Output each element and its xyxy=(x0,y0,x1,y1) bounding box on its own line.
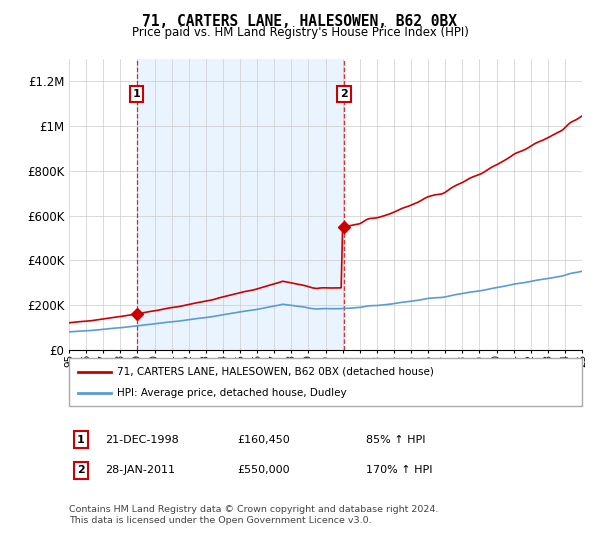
Text: 170% ↑ HPI: 170% ↑ HPI xyxy=(366,465,433,475)
Text: Price paid vs. HM Land Registry's House Price Index (HPI): Price paid vs. HM Land Registry's House … xyxy=(131,26,469,39)
Text: £160,450: £160,450 xyxy=(237,435,290,445)
Text: 1: 1 xyxy=(77,435,85,445)
Text: 71, CARTERS LANE, HALESOWEN, B62 0BX (detached house): 71, CARTERS LANE, HALESOWEN, B62 0BX (de… xyxy=(117,367,434,377)
Text: £550,000: £550,000 xyxy=(237,465,290,475)
Text: 71, CARTERS LANE, HALESOWEN, B62 0BX: 71, CARTERS LANE, HALESOWEN, B62 0BX xyxy=(143,14,458,29)
Text: 85% ↑ HPI: 85% ↑ HPI xyxy=(366,435,425,445)
Text: 2: 2 xyxy=(340,88,348,99)
Bar xyxy=(137,59,344,350)
Text: 21-DEC-1998: 21-DEC-1998 xyxy=(105,435,179,445)
Text: 2: 2 xyxy=(77,465,85,475)
Text: Contains HM Land Registry data © Crown copyright and database right 2024.
This d: Contains HM Land Registry data © Crown c… xyxy=(69,505,439,525)
Text: 28-JAN-2011: 28-JAN-2011 xyxy=(105,465,175,475)
Text: HPI: Average price, detached house, Dudley: HPI: Average price, detached house, Dudl… xyxy=(117,388,347,398)
Text: 1: 1 xyxy=(133,88,140,99)
